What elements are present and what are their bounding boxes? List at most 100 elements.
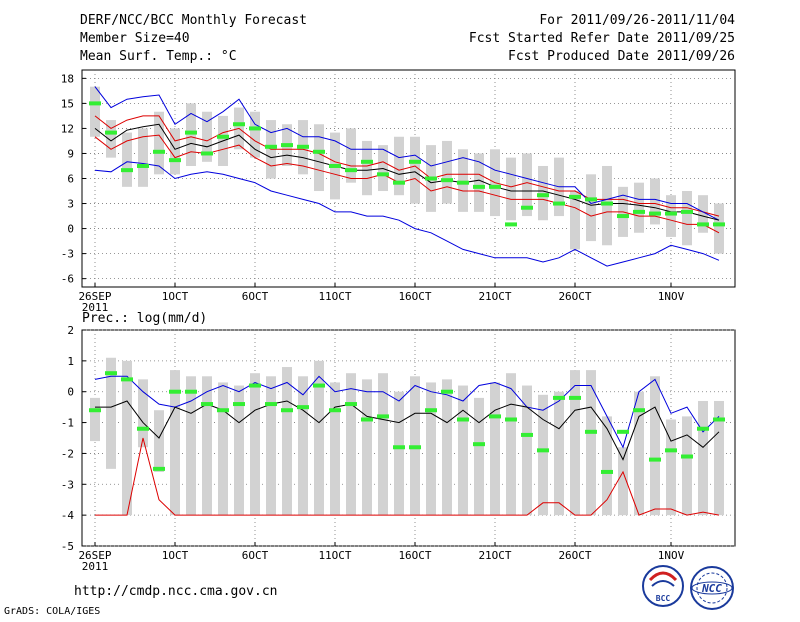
temp-ytick-label: 12 xyxy=(61,122,74,135)
temp-spread-box xyxy=(634,182,644,233)
precip-title: Prec.: log(mm/d) xyxy=(82,311,207,326)
prec-spread-box xyxy=(522,385,532,516)
prec-xtick-label: 1NOV xyxy=(658,549,685,562)
temp-chart: 18 15 12 9 6 3 0 -3 -6 26SEP 1OCT 6OCT 11OCT 16OCT 21O… xyxy=(61,70,735,314)
forecast-period: For 2011/09/26-2011/11/04 xyxy=(539,13,735,28)
prec-observed-marker xyxy=(169,389,181,394)
temp-spread-box xyxy=(394,136,404,196)
prec-observed-marker xyxy=(665,448,677,453)
temp-spread-box xyxy=(346,128,356,183)
temp-spread-box xyxy=(650,178,660,225)
temp-xtick-label: 26OCT xyxy=(558,290,591,303)
member-size: Member Size=40 xyxy=(80,31,190,46)
temp-panel-frame xyxy=(81,69,736,288)
prec-spread-box xyxy=(186,376,196,516)
temp-ytick-label: -6 xyxy=(61,273,74,286)
temp-spread-box xyxy=(666,195,676,237)
temp-q25-line xyxy=(94,134,720,234)
prec-observed-marker xyxy=(297,405,309,410)
temp-spread-box xyxy=(122,132,132,187)
prec-spread-box xyxy=(474,397,484,516)
prec-max-line xyxy=(94,375,720,449)
temp-observed-marker xyxy=(425,176,437,181)
prec-xtick-label: 11OCT xyxy=(318,549,351,562)
temp-spread-box xyxy=(458,149,468,212)
prec-observed-marker xyxy=(537,448,549,453)
prec-year-label: 2011 xyxy=(82,560,109,573)
prec-spread-box xyxy=(138,379,148,448)
started-date: Fcst Started Refer Date 2011/09/25 xyxy=(469,31,735,46)
temp-observed-marker xyxy=(121,168,133,173)
prec-spread-box xyxy=(106,357,116,469)
prec-spread-box xyxy=(458,385,468,516)
temp-observed-marker xyxy=(105,130,117,135)
prec-observed-marker xyxy=(473,442,485,447)
temp-spread-box xyxy=(138,128,148,187)
bcc-logo-text: BCC xyxy=(656,594,671,603)
temp-spread-box xyxy=(186,103,196,166)
prec-xtick-label: 6OCT xyxy=(242,549,269,562)
prec-spread-box xyxy=(218,382,228,516)
prec-spread-box xyxy=(666,419,676,516)
prec-observed-marker xyxy=(617,429,629,434)
temp-observed-marker xyxy=(137,163,149,168)
temp-spread-box xyxy=(682,191,692,246)
temp-spread-box xyxy=(506,157,516,221)
prec-ytick-label: -2 xyxy=(61,447,74,460)
temp-observed-marker xyxy=(489,184,501,189)
prec-observed-marker xyxy=(521,432,533,437)
prec-mean-line xyxy=(95,400,720,461)
prec-observed-marker xyxy=(409,445,421,450)
prec-xtick-label: 26SEP xyxy=(78,549,111,562)
temp-ytick-label: 0 xyxy=(67,223,74,236)
ncc-logo: NCC xyxy=(690,566,734,610)
temp-xtick-label: 11OCT xyxy=(318,290,351,303)
prec-observed-marker xyxy=(697,426,709,431)
footer-url: http://cmdp.ncc.cma.gov.cn xyxy=(74,584,278,599)
temp-spread-box xyxy=(474,153,484,212)
temp-spread-box xyxy=(250,111,260,158)
temp-q75-line xyxy=(94,115,720,217)
prec-spread-box xyxy=(602,416,612,516)
temp-observed-marker xyxy=(665,211,677,216)
temp-observed-marker xyxy=(441,178,453,183)
prec-spread-box xyxy=(330,382,340,516)
prec-observed-marker xyxy=(233,402,245,407)
temp-observed-marker xyxy=(585,197,597,202)
prec-observed-marker xyxy=(105,371,117,376)
temp-ytick-label: -3 xyxy=(61,248,74,261)
temp-xtick-label: 1OCT xyxy=(162,290,189,303)
temp-spread-box xyxy=(202,111,212,162)
temp-spread-box xyxy=(314,124,324,192)
temp-observed-marker xyxy=(313,149,325,154)
temp-spread-box xyxy=(698,195,708,233)
temp-observed-marker xyxy=(505,222,517,227)
temp-max-line xyxy=(94,86,720,221)
prec-spread-box xyxy=(570,370,580,516)
temp-spread-box xyxy=(586,174,596,242)
temp-observed-marker xyxy=(217,134,229,139)
temp-observed-marker xyxy=(393,180,405,185)
temp-observed-marker xyxy=(249,126,261,131)
prec-observed-marker xyxy=(153,466,165,471)
prec-spread-box xyxy=(298,376,308,516)
temp-observed-marker xyxy=(185,130,197,135)
temp-spread-box xyxy=(106,120,116,158)
temp-observed-marker xyxy=(89,101,101,106)
temp-observed-marker xyxy=(697,222,709,227)
temp-spread-box xyxy=(410,136,420,204)
figure-title: DERF/NCC/BCC Monthly Forecast xyxy=(80,13,307,28)
prec-observed-marker xyxy=(425,408,437,413)
prec-observed-marker xyxy=(265,402,277,407)
temp-spread-box xyxy=(170,128,180,175)
temp-ytick-label: 9 xyxy=(67,147,74,160)
temp-observed-marker xyxy=(681,209,693,214)
prec-ytick-label: -5 xyxy=(61,540,74,553)
temp-spread-box xyxy=(362,140,372,196)
precip-chart: 2 1 0 -1 -2 -3 -4 -5 26SEP 1OCT 6OCT 11OCT 16OCT 21OC… xyxy=(61,324,735,573)
temp-observed-marker xyxy=(329,163,341,168)
prec-observed-marker xyxy=(633,408,645,413)
prec-xtick-label: 16OCT xyxy=(398,549,431,562)
temp-observed-marker xyxy=(569,194,581,199)
temp-observed-marker xyxy=(521,205,533,210)
